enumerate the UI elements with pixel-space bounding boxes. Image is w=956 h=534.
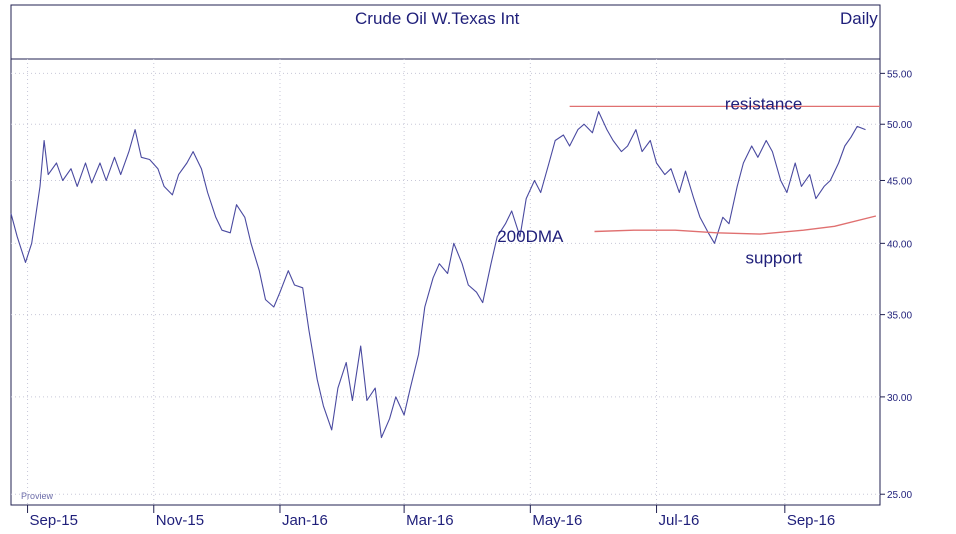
annotation-label: resistance xyxy=(725,94,802,113)
gridlines xyxy=(11,59,880,505)
moving-average-line xyxy=(594,215,877,235)
watermark: Proview xyxy=(21,491,54,501)
y-tick-label: 25.00 xyxy=(887,490,912,501)
series xyxy=(10,105,880,439)
chart-title: Crude Oil W.Texas Int xyxy=(355,9,520,28)
y-tick-label: 40.00 xyxy=(887,239,912,250)
y-tick-label: 50.00 xyxy=(887,120,912,131)
x-tick-label: Jan-16 xyxy=(282,512,328,529)
x-tick-label: May-16 xyxy=(532,512,582,529)
chart-frame xyxy=(10,4,881,506)
x-tick-label: Jul-16 xyxy=(659,512,700,529)
x-tick-label: Sep-15 xyxy=(30,512,78,529)
y-tick-label: 55.00 xyxy=(887,69,912,80)
annotations: resistance 200DMA support xyxy=(497,94,802,267)
y-axis: 55.00 50.00 45.00 40.00 35.00 30.00 25.00 xyxy=(880,69,912,501)
y-tick-label: 45.00 xyxy=(887,176,912,187)
y-tick-label: 30.00 xyxy=(887,393,912,404)
price-series-line xyxy=(10,111,866,439)
x-axis: Sep-15 Nov-15 Jan-16 Mar-16 May-16 Jul-16 Sep-… xyxy=(27,505,835,529)
y-tick-label: 35.00 xyxy=(887,311,912,322)
annotation-label: support xyxy=(746,249,803,268)
x-tick-label: Sep-16 xyxy=(787,512,835,529)
x-tick-label: Mar-16 xyxy=(406,512,454,529)
frequency-label: Daily xyxy=(840,9,878,28)
x-tick-label: Nov-15 xyxy=(156,512,204,529)
annotation-label: 200DMA xyxy=(497,227,564,246)
